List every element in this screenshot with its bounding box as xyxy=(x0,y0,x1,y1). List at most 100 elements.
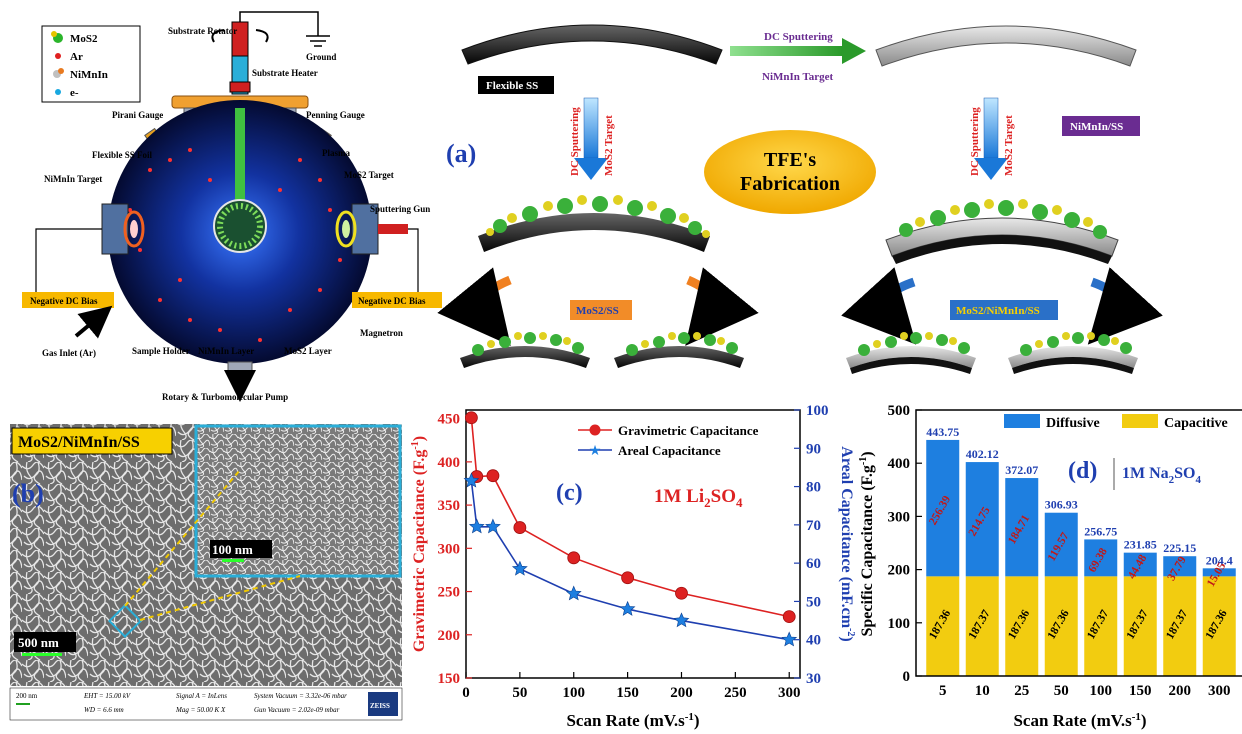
x-tick-label: 250 xyxy=(724,685,747,701)
y2-tick-label: 90 xyxy=(806,441,821,457)
chart-c-marks xyxy=(463,411,798,647)
chart-d-xlabel-sup: -1 xyxy=(1132,711,1141,723)
chart-d-ylabel-close: ) xyxy=(859,451,876,456)
mos2-nimnin-small-right xyxy=(1008,332,1138,374)
y-tick-label: 400 xyxy=(888,456,911,472)
sem-info-signal: Signal A = InLens xyxy=(176,692,227,700)
gravimetric-point xyxy=(513,521,527,534)
flexible-ss-tag xyxy=(478,76,554,94)
mos2-nimnin-ss-label: MoS2/NiMnIn/SS xyxy=(956,305,1040,317)
fabrication-panel: (a) Flexible SS DC Sputtering NiMnIn Tar… xyxy=(437,24,1163,374)
total-label: 402.12 xyxy=(966,447,999,461)
panel-a-label: (a) xyxy=(446,139,476,168)
zeiss-logo: ZEISS xyxy=(370,702,390,710)
sem-info-wd: WD = 6.6 mm xyxy=(84,706,124,714)
x-tick-label: 300 xyxy=(778,685,801,701)
total-label: 443.75 xyxy=(926,425,959,439)
sem-panel: MoS2/NiMnIn/SS (b) 100 nm 500 nm 200 nm … xyxy=(9,424,403,721)
chart-c-xlabel-sup: -1 xyxy=(685,711,694,723)
x-tick-label: 200 xyxy=(670,685,693,701)
y2-tick-label: 80 xyxy=(806,480,821,496)
mos2-target-left-label: MoS2 Target xyxy=(603,115,615,176)
y2-tick-label: 40 xyxy=(806,633,821,649)
inset-scale-bg xyxy=(210,540,272,558)
diffusive-bar xyxy=(1202,568,1236,577)
y-tick-label: 400 xyxy=(438,455,461,471)
neg-bias-right-box xyxy=(352,292,442,308)
chart-c-axes: 0 50 100 150 200 250 3001502002503003504004503… xyxy=(438,403,829,701)
right-bias-wire xyxy=(408,228,419,300)
neg-bias-right-label: Negative DC Bias xyxy=(358,296,426,306)
mos2-nimnin-curved-arrow-left xyxy=(841,267,917,345)
x-tick-label: 150 xyxy=(616,685,639,701)
diffusive-bar xyxy=(1084,539,1118,577)
y-tick-label: 150 xyxy=(438,671,461,687)
flexible-ss-label: Flexible SS xyxy=(486,80,538,92)
tfe-line1: TFE's xyxy=(764,149,816,171)
x-tick-label: 50 xyxy=(1054,683,1069,699)
areal-point xyxy=(463,472,480,488)
mos2-ss-small-right xyxy=(614,332,744,368)
x-tick-label: 10 xyxy=(975,683,990,699)
gravimetric-point xyxy=(486,469,500,483)
capacitive-bar xyxy=(1123,576,1157,676)
total-label: 256.75 xyxy=(1084,524,1117,538)
neg-bias-left-box xyxy=(22,292,114,308)
sample-holder-label: Sample Holder xyxy=(132,346,190,356)
legend-gravimetric-marker xyxy=(589,424,601,436)
y-tick-label: 300 xyxy=(438,541,461,557)
capacitive-bar xyxy=(1163,576,1197,676)
neg-bias-left-label: Negative DC Bias xyxy=(30,296,98,306)
sem-info-mag: Mag = 50.00 K X xyxy=(175,706,226,714)
ground-label: Ground xyxy=(306,52,336,62)
y2-tick-label: 100 xyxy=(806,403,829,419)
magnetron-label: Magnetron xyxy=(360,328,403,338)
sem-info-gunvac: Gun Vacuum = 2.02e-09 mbar xyxy=(254,706,340,714)
y2-tick-label: 70 xyxy=(806,518,821,534)
sem-info-sysvac: System Vacuum = 3.32e-06 mbar xyxy=(254,692,347,700)
mos2-target-disc xyxy=(335,210,357,248)
substrate-holder-rod xyxy=(235,108,245,208)
dc-sputter-right-arrow xyxy=(730,46,842,56)
x-tick-label: 100 xyxy=(562,685,585,701)
mos2-ss-curved-arrow-right xyxy=(685,267,759,346)
tfe-line2: Fabrication xyxy=(740,173,840,195)
nimnin-target-disc xyxy=(123,210,145,248)
y2-tick-label: 50 xyxy=(806,594,821,610)
legend-areal-marker: ★ xyxy=(589,444,602,459)
sem-info-scale: 200 nm xyxy=(16,692,38,700)
total-label: 204.4 xyxy=(1206,553,1233,567)
pump-port xyxy=(227,361,253,377)
areal-point xyxy=(619,600,636,616)
main-scale-bg xyxy=(14,632,76,652)
areal-point xyxy=(565,585,582,601)
foil-dots xyxy=(217,203,263,249)
nimnin-ss-tag xyxy=(1062,116,1140,136)
total-label: 306.93 xyxy=(1045,498,1078,512)
y-tick-label: 300 xyxy=(888,509,911,525)
down-arrow-right xyxy=(983,97,999,159)
chart-d-ylabel-sup: -1 xyxy=(858,457,869,465)
areal-point xyxy=(673,612,690,628)
legend-capacitive-label: Capacitive xyxy=(1164,416,1228,431)
chart-c-ylabel: Gravimetric Capacitance (F.g-1) xyxy=(410,436,428,652)
electron-legend-icon xyxy=(55,89,61,95)
gravimetric-point xyxy=(675,586,688,600)
mos2-target-label: MoS2 Target xyxy=(344,170,394,180)
sem-zoom-box xyxy=(108,604,142,638)
legend-areal-label: Areal Capacitance xyxy=(618,443,721,458)
sputtering-chamber-schematic: MoS2 Ar NiMnIn e- Ground Substrate Rotat… xyxy=(22,11,442,402)
chart-c-y2label: Areal Capacitance (mF.cm-2) xyxy=(838,446,856,641)
tfe-fabrication-badge xyxy=(704,130,876,214)
y2-tick-label: 30 xyxy=(806,671,821,687)
rotation-arrow-icon xyxy=(211,29,269,43)
chart-d-frame xyxy=(915,409,1242,677)
dc-sputter-left-label: DC Sputtering xyxy=(569,107,581,176)
capacitive-bar xyxy=(1202,576,1236,676)
chart-c: 0 50 100 150 200 250 3001502002503003504004503… xyxy=(410,403,856,730)
legend-diffusive-swatch xyxy=(1004,414,1040,428)
y-tick-label: 0 xyxy=(903,669,911,685)
y-tick-label: 350 xyxy=(438,498,461,514)
legend-mos2: MoS2 xyxy=(70,33,98,45)
total-label: 225.15 xyxy=(1163,541,1196,555)
